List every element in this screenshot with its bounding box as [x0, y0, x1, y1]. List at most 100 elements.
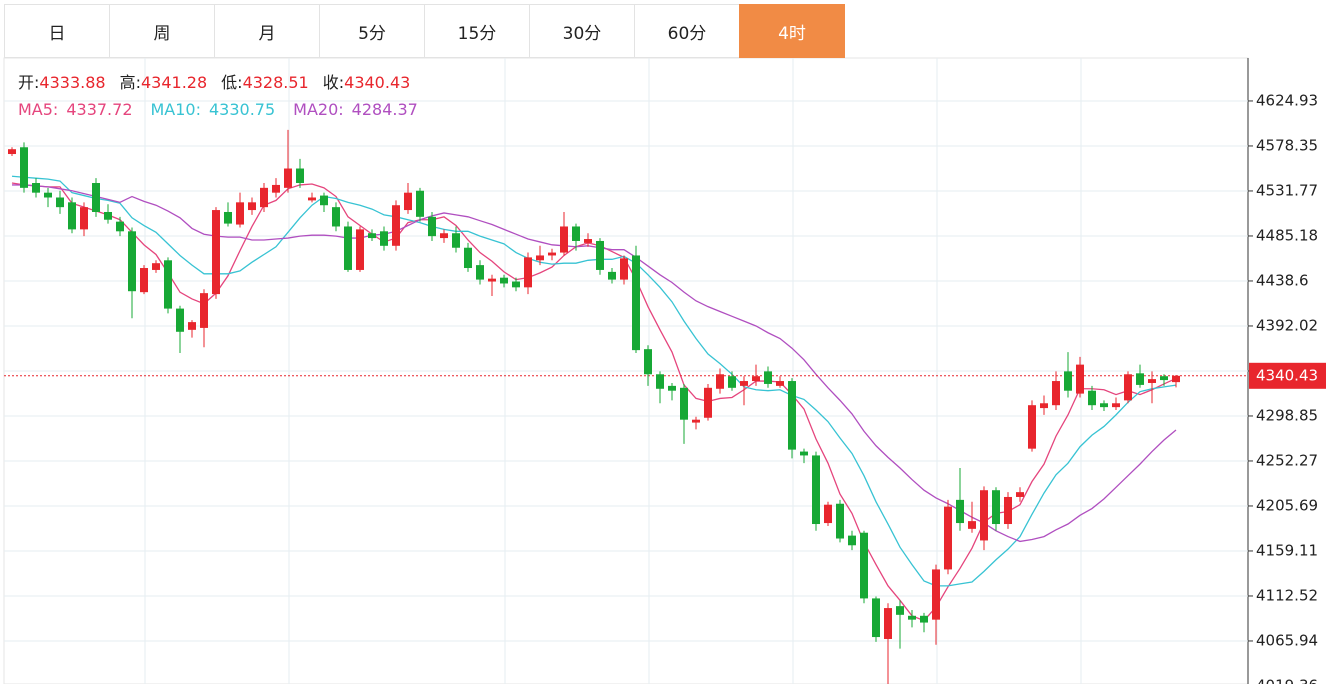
candle-body: [56, 197, 64, 208]
candle-body: [704, 387, 712, 418]
candle-body: [500, 277, 508, 284]
ohlc-value: 4328.51: [243, 73, 309, 92]
ohlc-header: 开:4333.88 高:4341.28 低:4328.51 收:4340.43: [18, 73, 410, 92]
candle-body: [740, 381, 748, 386]
period-tab[interactable]: 日: [4, 4, 110, 58]
candle-body: [152, 263, 160, 270]
candle-body: [536, 255, 544, 261]
period-tabs: 日周月 5分 15分 30分 60分 4时: [4, 4, 845, 58]
candle-body: [776, 381, 784, 386]
ohlc-value: 4333.88: [39, 73, 105, 92]
candle-body: [860, 532, 868, 599]
candle-body: [1100, 403, 1108, 408]
candle-body: [44, 192, 52, 198]
candle-body: [236, 202, 244, 225]
candle-body: [224, 211, 232, 224]
candle-body: [476, 265, 484, 280]
candle-body: [668, 385, 676, 391]
candle-body: [992, 490, 1000, 525]
period-tab[interactable]: 15分: [424, 4, 530, 58]
candle-body: [524, 257, 532, 288]
ma-line: [11, 175, 1177, 587]
candle-body: [80, 207, 88, 230]
y-tick-label: 4578.35: [1256, 136, 1318, 154]
candle-body: [632, 255, 640, 351]
candle-body: [272, 184, 280, 193]
candle-body: [368, 233, 376, 239]
candle-body: [848, 535, 856, 546]
candle-body: [392, 205, 400, 246]
candle-body: [116, 221, 124, 232]
candle-body: [944, 506, 952, 570]
candle-body: [1172, 375, 1180, 383]
candle-body: [764, 371, 772, 384]
candle-body: [752, 376, 760, 382]
candle-body: [212, 210, 220, 295]
y-tick-label: 4205.69: [1256, 496, 1318, 514]
candle-body: [788, 381, 796, 450]
candle-body: [956, 499, 964, 524]
candle-body: [104, 211, 112, 220]
y-tick-label: 4438.6: [1256, 271, 1309, 289]
ohlc-label: 开:: [18, 73, 39, 92]
candle-body: [332, 207, 340, 227]
period-tab[interactable]: 周: [109, 4, 215, 58]
period-tab[interactable]: 30分: [529, 4, 635, 58]
candle-body: [200, 293, 208, 328]
y-tick-label: 4531.77: [1256, 181, 1318, 199]
candle-body: [284, 168, 292, 188]
y-tick-label: 4485.18: [1256, 226, 1318, 244]
candle-body: [800, 451, 808, 456]
candle-body: [1040, 403, 1048, 409]
period-tab[interactable]: 月: [214, 4, 320, 58]
candle-body: [812, 455, 820, 525]
candle-body: [176, 308, 184, 332]
candle-body: [416, 190, 424, 217]
candle-body: [380, 231, 388, 246]
y-tick-label: 4252.27: [1256, 451, 1318, 469]
candle-body: [1136, 373, 1144, 385]
candle-body: [656, 374, 664, 389]
candle-body: [872, 598, 880, 638]
period-tab[interactable]: 5分: [319, 4, 425, 58]
candle-body: [968, 521, 976, 529]
candle-body: [932, 569, 940, 620]
candle-body: [320, 195, 328, 206]
ma-line: [12, 184, 1177, 543]
legend-value: 4284.37: [352, 100, 418, 119]
candle-body: [980, 490, 988, 541]
candle-body: [356, 229, 364, 270]
candle-body: [584, 239, 592, 243]
candle-body: [308, 197, 316, 201]
legend-name: MA5:: [18, 100, 58, 119]
candle-body: [68, 202, 76, 230]
candle-body: [1112, 403, 1120, 408]
candle-body: [296, 168, 304, 184]
legend-name: MA20:: [293, 100, 344, 119]
candle-body: [920, 615, 928, 623]
candle-body: [140, 268, 148, 293]
candle-body: [596, 240, 604, 270]
candle-body: [188, 322, 196, 330]
legend-value: 4337.72: [66, 100, 132, 119]
candle-body: [128, 231, 136, 292]
ohlc-value: 4340.43: [344, 73, 410, 92]
y-tick-label: 4298.85: [1256, 406, 1318, 424]
candle-body: [560, 226, 568, 253]
candle-body: [512, 281, 520, 288]
candle-body: [92, 183, 100, 212]
candle-body: [8, 149, 16, 155]
candle-body: [620, 258, 628, 280]
period-tab[interactable]: 4时: [739, 4, 845, 58]
period-tab[interactable]: 60分: [634, 4, 740, 58]
candle-body: [908, 615, 916, 620]
candle-body: [644, 349, 652, 375]
candle-body: [344, 226, 352, 270]
candle-body: [1064, 371, 1072, 391]
candle-body: [1076, 364, 1084, 394]
candle-body: [164, 260, 172, 309]
y-tick-label: 4065.94: [1256, 631, 1318, 649]
candle-body: [884, 608, 892, 639]
